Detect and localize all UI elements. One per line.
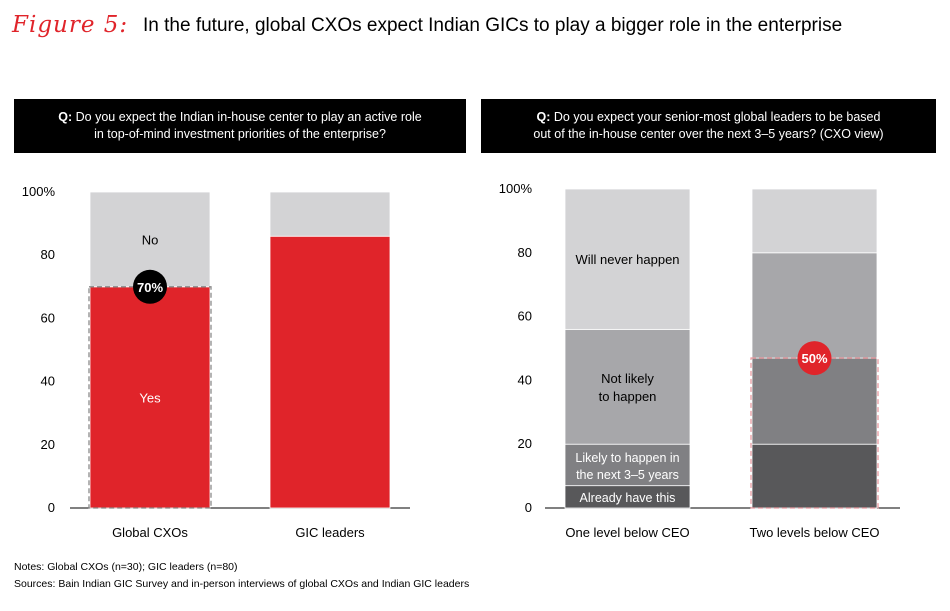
right-segment-label-already: Already have this — [580, 491, 676, 505]
right-bar-segment — [751, 188, 878, 254]
left-bar-segment — [269, 235, 391, 509]
right-bar-segment — [751, 252, 878, 359]
left-ytick-label: 60 — [41, 310, 55, 325]
right-segment-label-likely-line2: the next 3–5 years — [576, 468, 679, 482]
left-question-box: Q: Do you expect the Indian in-house cen… — [14, 99, 466, 153]
right-callout-circle — [797, 341, 832, 376]
right-bar-segment — [564, 328, 691, 445]
right-segment-label-not-likely-line2: to happen — [599, 389, 657, 404]
sources-text: Sources: Bain Indian GIC Survey and in-p… — [14, 578, 470, 590]
right-bar-segment — [564, 188, 691, 330]
left-ytick-label: 80 — [41, 247, 55, 262]
right-bar-segment — [751, 443, 878, 509]
right-ytick-label: 0 — [525, 500, 532, 515]
figure-label: Figure 5: — [12, 12, 129, 38]
left-ytick-label: 40 — [41, 374, 55, 389]
left-category-label: Global CXOs — [112, 525, 188, 540]
right-category-label: One level below CEO — [565, 525, 689, 540]
right-segment-label-never: Will never happen — [575, 252, 679, 267]
right-segment-label-likely-line1: Likely to happen in — [575, 451, 679, 465]
left-callout-circle — [133, 269, 167, 304]
left-callout-label: 70% — [137, 280, 163, 295]
figure-title: In the future, global CXOs expect Indian… — [143, 15, 843, 36]
right-question-prefix: Q: — [536, 110, 551, 124]
left-segment-label-yes: Yes — [139, 390, 161, 405]
left-bar-segment — [269, 191, 391, 237]
right-question-box: Q: Do you expect your senior-most global… — [481, 99, 936, 153]
right-ytick-label: 80 — [518, 245, 532, 260]
left-segment-label-no: No — [142, 232, 159, 247]
left-ytick-label: 100% — [22, 184, 56, 199]
right-callout-label: 50% — [801, 351, 827, 366]
left-bar-segment — [89, 286, 211, 509]
left-ytick-label: 20 — [41, 437, 55, 452]
right-ytick-label: 20 — [518, 436, 532, 451]
left-question-line1: Do you expect the Indian in-house center… — [75, 110, 422, 124]
left-category-label: GIC leaders — [295, 525, 365, 540]
right-ytick-label: 40 — [518, 372, 532, 387]
right-ytick-label: 60 — [518, 309, 532, 324]
notes-text: Notes: Global CXOs (n=30); GIC leaders (… — [14, 561, 238, 573]
right-question-line1: Do you expect your senior-most global le… — [553, 110, 881, 124]
right-category-label: Two levels below CEO — [749, 525, 879, 540]
right-callout-outline — [750, 357, 879, 509]
left-question-line2: in top-of-mind investment priorities of … — [94, 127, 386, 141]
right-ytick-label: 100% — [499, 181, 533, 196]
left-ytick-label: 0 — [48, 500, 55, 515]
left-question-prefix: Q: — [58, 110, 73, 124]
right-question-line2: out of the in-house center over the next… — [533, 127, 884, 141]
right-segment-label-not-likely-line1: Not likely — [601, 371, 654, 386]
